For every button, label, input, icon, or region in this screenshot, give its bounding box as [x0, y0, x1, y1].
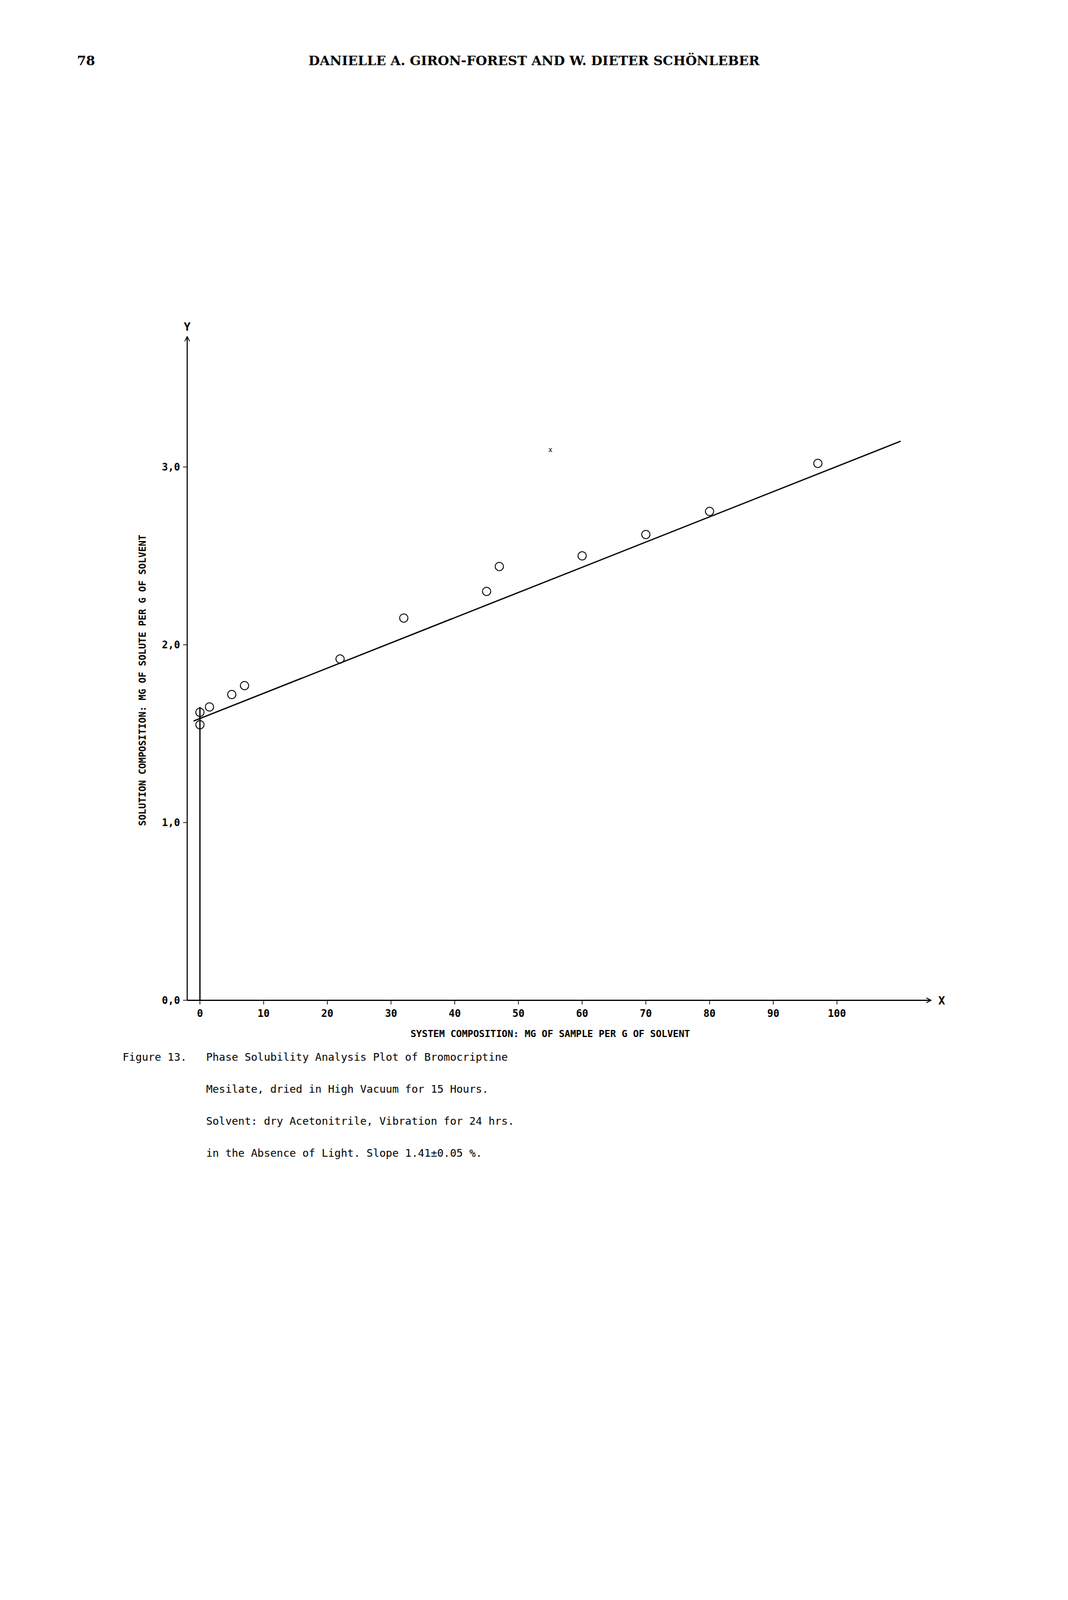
point	[335, 654, 345, 663]
x-tick	[709, 999, 710, 1005]
x-tick	[645, 999, 647, 1005]
y-tick	[183, 466, 188, 467]
page-number: 78	[77, 52, 96, 69]
y-tick	[183, 643, 188, 645]
x-tick	[836, 999, 837, 1005]
point	[196, 707, 205, 717]
x-tick	[390, 999, 392, 1005]
caption-line: Figure 13. Phase Solubility Analysis Plo…	[122, 1050, 508, 1063]
y-tick-label: 0,0	[161, 993, 181, 1006]
line	[193, 441, 901, 721]
x-tick	[326, 999, 328, 1005]
point	[399, 613, 409, 622]
caption-line: Solvent: dry Acetonitrile, Vibration for…	[122, 1114, 515, 1127]
x-tick	[263, 999, 264, 1005]
y-axis-end-label: Y	[183, 319, 191, 333]
y-tick	[183, 821, 188, 823]
point	[641, 530, 650, 539]
y-axis-label: SOLUTION COMPOSITION: MG OF SOLUTE PER G…	[136, 534, 149, 826]
x-tick	[581, 999, 583, 1005]
plot-data	[193, 441, 901, 1000]
y-axis-line	[186, 336, 188, 1000]
x-axis-line	[187, 999, 932, 1001]
line	[199, 706, 201, 1000]
annotation: x	[547, 445, 553, 454]
header: DANIELLE A. GIRON-FOREST AND W. DIETER S…	[308, 52, 760, 69]
x-axis-label: SYSTEM COMPOSITION: MG OF SAMPLE PER G O…	[410, 1027, 691, 1039]
point	[240, 681, 249, 690]
x-tick-label: 70	[639, 1006, 652, 1019]
x-tick-label: 90	[767, 1006, 779, 1019]
point	[813, 459, 823, 468]
point	[495, 562, 504, 571]
x-tick	[199, 999, 201, 1005]
axes: 0 10 20 30 40 50 60 70 80 90 100 0,0 1,0 2,0 3,0 SYSTEM…	[136, 336, 932, 1039]
background	[0, 0, 1068, 1600]
point	[705, 507, 714, 516]
x-tick-label: 30	[385, 1006, 397, 1019]
x-tick-label: 50	[512, 1006, 525, 1019]
x-tick-label: 40	[448, 1006, 461, 1019]
x-axis-end-label: X	[938, 993, 946, 1007]
x-tick-label: 80	[703, 1006, 716, 1019]
point	[196, 720, 205, 729]
y-tick-label: 3,0	[161, 460, 181, 473]
x-tick	[518, 999, 519, 1005]
caption-line: Mesilate, dried in High Vacuum for 15 Ho…	[122, 1082, 489, 1095]
x-tick-label: 20	[321, 1006, 333, 1019]
x-tick-label: 60	[576, 1006, 589, 1019]
chart: 78 DANIELLE A. GIRON-FOREST AND W. DIETER…	[0, 0, 1068, 1600]
x-tick-label: 0	[196, 1006, 203, 1019]
caption-line: in the Absence of Light. Slope 1.41±0.05…	[122, 1146, 483, 1159]
point	[205, 702, 214, 711]
point	[227, 690, 236, 699]
x-tick	[454, 999, 455, 1005]
y-tick	[183, 999, 188, 1000]
x-tick-label: 10	[257, 1006, 270, 1019]
x-tick-label: 100	[828, 1006, 847, 1019]
y-tick-label: 2,0	[161, 638, 181, 651]
x-tick	[773, 999, 774, 1005]
y-tick-label: 1,0	[161, 816, 181, 829]
point	[578, 551, 587, 560]
point	[482, 587, 491, 596]
